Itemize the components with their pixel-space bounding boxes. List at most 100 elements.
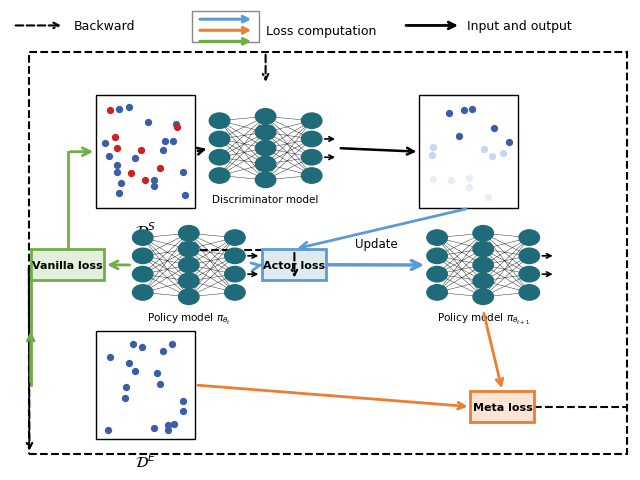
Circle shape: [473, 242, 493, 257]
Circle shape: [427, 267, 447, 282]
Point: [143, 119, 153, 127]
Circle shape: [473, 274, 493, 289]
Bar: [470, 391, 534, 422]
Text: Meta loss: Meta loss: [472, 402, 532, 412]
Circle shape: [473, 289, 493, 305]
Point: [149, 424, 159, 432]
Circle shape: [209, 114, 230, 129]
Circle shape: [301, 114, 322, 129]
Point: [114, 190, 124, 198]
Circle shape: [301, 150, 322, 166]
Point: [136, 147, 146, 155]
Circle shape: [255, 157, 276, 172]
Text: Policy model $\pi_{\theta_{t+1}}$: Policy model $\pi_{\theta_{t+1}}$: [436, 311, 530, 326]
Bar: [262, 250, 326, 281]
Point: [100, 140, 111, 147]
Circle shape: [179, 258, 199, 273]
Text: Vanilla loss: Vanilla loss: [32, 260, 103, 270]
Point: [458, 108, 468, 115]
Point: [428, 152, 438, 159]
Bar: [96, 331, 195, 439]
Circle shape: [209, 132, 230, 147]
Point: [180, 192, 190, 200]
Point: [131, 367, 141, 375]
Point: [160, 138, 170, 145]
Circle shape: [225, 249, 245, 264]
Bar: [29, 53, 627, 454]
Point: [149, 177, 159, 185]
Circle shape: [132, 267, 153, 282]
Text: Discriminator model: Discriminator model: [212, 194, 319, 204]
Circle shape: [519, 249, 540, 264]
Circle shape: [427, 249, 447, 264]
Point: [163, 426, 173, 433]
Circle shape: [179, 289, 199, 305]
Point: [172, 124, 182, 132]
Text: $\mathcal{D}^S$: $\mathcal{D}^S$: [135, 221, 156, 240]
Point: [114, 106, 124, 113]
Point: [125, 170, 136, 178]
Point: [166, 341, 177, 348]
Point: [137, 344, 147, 351]
Circle shape: [301, 168, 322, 184]
Text: Loss computation: Loss computation: [266, 24, 376, 38]
Point: [483, 194, 493, 202]
Text: $\mathcal{D}^E$: $\mathcal{D}^E$: [135, 451, 156, 470]
Point: [128, 340, 138, 348]
Circle shape: [255, 125, 276, 141]
Bar: [192, 12, 259, 43]
Point: [121, 383, 131, 391]
Point: [444, 109, 454, 117]
Point: [105, 107, 115, 115]
Circle shape: [209, 168, 230, 184]
Point: [158, 348, 168, 355]
Circle shape: [255, 173, 276, 188]
Text: Policy model $\pi_{\theta_t}$: Policy model $\pi_{\theta_t}$: [147, 311, 231, 326]
Point: [111, 168, 122, 176]
Circle shape: [209, 150, 230, 166]
Point: [463, 183, 474, 191]
Point: [154, 165, 164, 173]
Point: [105, 353, 115, 360]
Point: [124, 104, 134, 112]
Circle shape: [427, 285, 447, 300]
Point: [120, 394, 130, 402]
Point: [169, 420, 179, 428]
Point: [148, 183, 159, 191]
Point: [464, 174, 474, 182]
Circle shape: [255, 141, 276, 156]
Point: [168, 138, 179, 146]
Circle shape: [132, 230, 153, 246]
Point: [178, 407, 188, 415]
Point: [171, 121, 181, 129]
Point: [130, 155, 140, 163]
Point: [487, 153, 497, 161]
Circle shape: [179, 274, 199, 289]
Circle shape: [473, 258, 493, 273]
Bar: [96, 96, 195, 209]
Point: [111, 161, 122, 169]
Point: [104, 153, 114, 160]
Circle shape: [225, 267, 245, 282]
Circle shape: [179, 226, 199, 241]
Circle shape: [473, 226, 493, 241]
Point: [179, 168, 189, 176]
Text: Actor loss: Actor loss: [263, 260, 326, 270]
Point: [158, 147, 168, 155]
Bar: [31, 250, 104, 281]
Point: [116, 180, 127, 188]
Circle shape: [519, 267, 540, 282]
Point: [140, 177, 150, 184]
Point: [112, 144, 122, 152]
Circle shape: [427, 230, 447, 246]
Text: Backward: Backward: [74, 20, 135, 33]
Circle shape: [225, 230, 245, 246]
Point: [479, 146, 489, 154]
Point: [498, 149, 508, 157]
Point: [110, 134, 120, 142]
Point: [155, 381, 165, 388]
Circle shape: [255, 109, 276, 125]
Bar: [419, 96, 518, 209]
Point: [446, 177, 456, 184]
Point: [504, 139, 514, 146]
